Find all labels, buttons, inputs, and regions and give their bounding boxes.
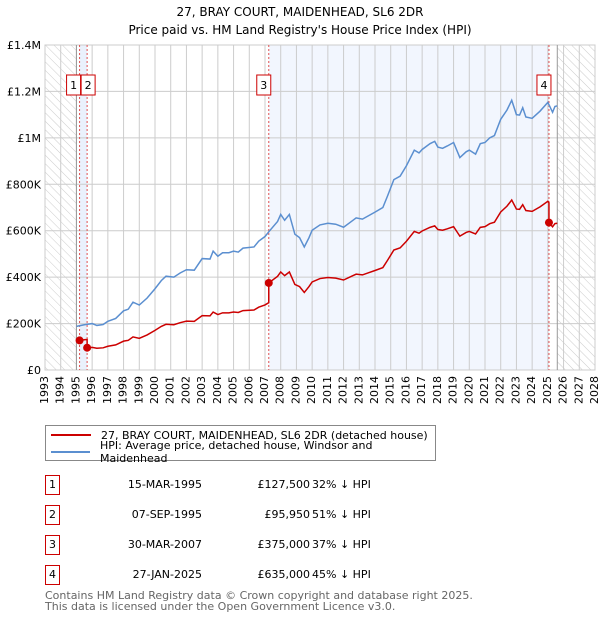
hatched-after-data bbox=[557, 45, 595, 370]
x-tick-label: 2022 bbox=[494, 376, 507, 404]
sale-price: £375,000 bbox=[257, 538, 311, 551]
footer-licence: This data is licensed under the Open Gov… bbox=[45, 600, 396, 613]
sale-label-box bbox=[256, 74, 272, 96]
sale-date: 30-MAR-2007 bbox=[127, 538, 202, 551]
sale-price: £127,500 bbox=[257, 478, 311, 491]
sale-label: 3 bbox=[260, 79, 267, 92]
sale-date: 15-MAR-1995 bbox=[127, 478, 202, 491]
x-tick-label: 2023 bbox=[509, 376, 522, 404]
y-tick-label: £1.4M bbox=[7, 39, 41, 52]
table-row: 3 30-MAR-2007 £375,000 37% ↓ HPI bbox=[45, 535, 445, 555]
x-tick-label: 2001 bbox=[164, 376, 177, 404]
sale-hpi-diff: 37% ↓ HPI bbox=[312, 538, 371, 551]
legend-label-property: 27, BRAY COURT, MAIDENHEAD, SL6 2DR (det… bbox=[101, 428, 428, 442]
chart-title: 27, BRAY COURT, MAIDENHEAD, SL6 2DR bbox=[177, 5, 424, 19]
plot-frame bbox=[44, 44, 596, 371]
x-tick-label: 2008 bbox=[274, 376, 287, 404]
chart-legend: 27, BRAY COURT, MAIDENHEAD, SL6 2DR (det… bbox=[45, 425, 436, 465]
sale-date: 27-JAN-2025 bbox=[132, 568, 202, 581]
x-tick-label: 2013 bbox=[352, 376, 365, 404]
sale-hpi-diff: 32% ↓ HPI bbox=[312, 478, 371, 491]
x-tick-label: 2002 bbox=[179, 376, 192, 404]
x-tick-label: 1997 bbox=[101, 376, 114, 404]
y-tick-label: £600K bbox=[6, 225, 42, 238]
y-tick-label: £0 bbox=[27, 364, 41, 377]
price-chart: 27, BRAY COURT, MAIDENHEAD, SL6 2DR Pric… bbox=[6, 5, 600, 404]
x-tick-label: 2020 bbox=[462, 376, 475, 404]
legend-swatch-red bbox=[51, 434, 91, 436]
x-tick-label: 2006 bbox=[242, 376, 255, 404]
sale-label-box bbox=[80, 74, 96, 96]
shade-1-2 bbox=[79, 45, 88, 370]
sale-price: £95,950 bbox=[264, 508, 311, 521]
x-tick-label: 2014 bbox=[368, 376, 381, 404]
x-tick-label: 1996 bbox=[85, 376, 98, 404]
x-tick-label: 1994 bbox=[54, 376, 67, 404]
sale-number: 3 bbox=[45, 535, 60, 555]
x-tick-label: 1993 bbox=[38, 376, 51, 404]
x-tick-label: 2024 bbox=[525, 376, 538, 404]
x-tick-label: 2004 bbox=[211, 376, 224, 404]
x-tick-label: 2009 bbox=[289, 376, 302, 404]
x-tick-label: 2005 bbox=[227, 376, 240, 404]
x-tick-label: 2021 bbox=[478, 376, 491, 404]
x-tick-label: 2010 bbox=[305, 376, 318, 404]
table-row: 4 27-JAN-2025 £635,000 45% ↓ HPI bbox=[45, 565, 445, 585]
x-tick-label: 2015 bbox=[384, 376, 397, 404]
sale-point bbox=[75, 336, 84, 345]
property-price-line bbox=[76, 198, 558, 350]
chart-subtitle: Price paid vs. HM Land Registry's House … bbox=[128, 23, 471, 37]
x-tick-label: 2028 bbox=[588, 376, 600, 404]
sale-hpi-diff: 51% ↓ HPI bbox=[312, 508, 371, 521]
legend-label-hpi: HPI: Average price, detached house, Wind… bbox=[100, 439, 373, 465]
x-tick-label: 2027 bbox=[572, 376, 585, 404]
sale-label: 1 bbox=[70, 79, 77, 92]
x-tick-label: 2025 bbox=[541, 376, 554, 404]
hpi-line bbox=[76, 98, 558, 328]
x-tick-label: 1999 bbox=[132, 376, 145, 404]
sale-point bbox=[83, 343, 92, 352]
sale-label: 2 bbox=[85, 79, 92, 92]
x-tick-label: 2016 bbox=[399, 376, 412, 404]
x-tick-label: 2017 bbox=[415, 376, 428, 404]
table-row: 2 07-SEP-1995 £95,950 51% ↓ HPI bbox=[45, 505, 445, 525]
x-tick-label: 1995 bbox=[69, 376, 82, 404]
x-tick-label: 2012 bbox=[337, 376, 350, 404]
footer-copyright: Contains HM Land Registry data © Crown c… bbox=[45, 589, 473, 602]
y-tick-label: £200K bbox=[6, 318, 42, 331]
x-tick-label: 2011 bbox=[321, 376, 334, 404]
sale-label-box bbox=[66, 74, 82, 96]
sale-hpi-diff: 45% ↓ HPI bbox=[312, 568, 371, 581]
x-tick-label: 2007 bbox=[258, 376, 271, 404]
legend-swatch-blue bbox=[51, 451, 91, 453]
sale-price: £635,000 bbox=[257, 568, 311, 581]
y-tick-label: £800K bbox=[6, 178, 42, 191]
y-tick-label: £400K bbox=[6, 271, 42, 284]
sale-number: 1 bbox=[45, 475, 60, 495]
sale-label-box bbox=[536, 74, 552, 96]
sale-date: 07-SEP-1995 bbox=[131, 508, 202, 521]
shade-3-4 bbox=[268, 45, 549, 370]
x-tick-label: 2026 bbox=[557, 376, 570, 404]
sale-label: 4 bbox=[540, 79, 547, 92]
x-tick-label: 2003 bbox=[195, 376, 208, 404]
table-row: 1 15-MAR-1995 £127,500 32% ↓ HPI bbox=[45, 475, 445, 495]
sale-number: 2 bbox=[45, 505, 60, 525]
x-tick-label: 2019 bbox=[447, 376, 460, 404]
y-tick-label: £1M bbox=[18, 132, 42, 145]
x-tick-label: 2000 bbox=[148, 376, 161, 404]
sale-point bbox=[544, 218, 553, 227]
y-tick-label: £1.2M bbox=[7, 85, 41, 98]
sale-point bbox=[264, 278, 273, 287]
legend-item-hpi: HPI: Average price, detached house, Wind… bbox=[46, 439, 435, 465]
x-tick-label: 2018 bbox=[431, 376, 444, 404]
legend-item-property: 27, BRAY COURT, MAIDENHEAD, SL6 2DR (det… bbox=[46, 427, 428, 443]
sale-number: 4 bbox=[45, 565, 60, 585]
x-tick-label: 1998 bbox=[117, 376, 130, 404]
